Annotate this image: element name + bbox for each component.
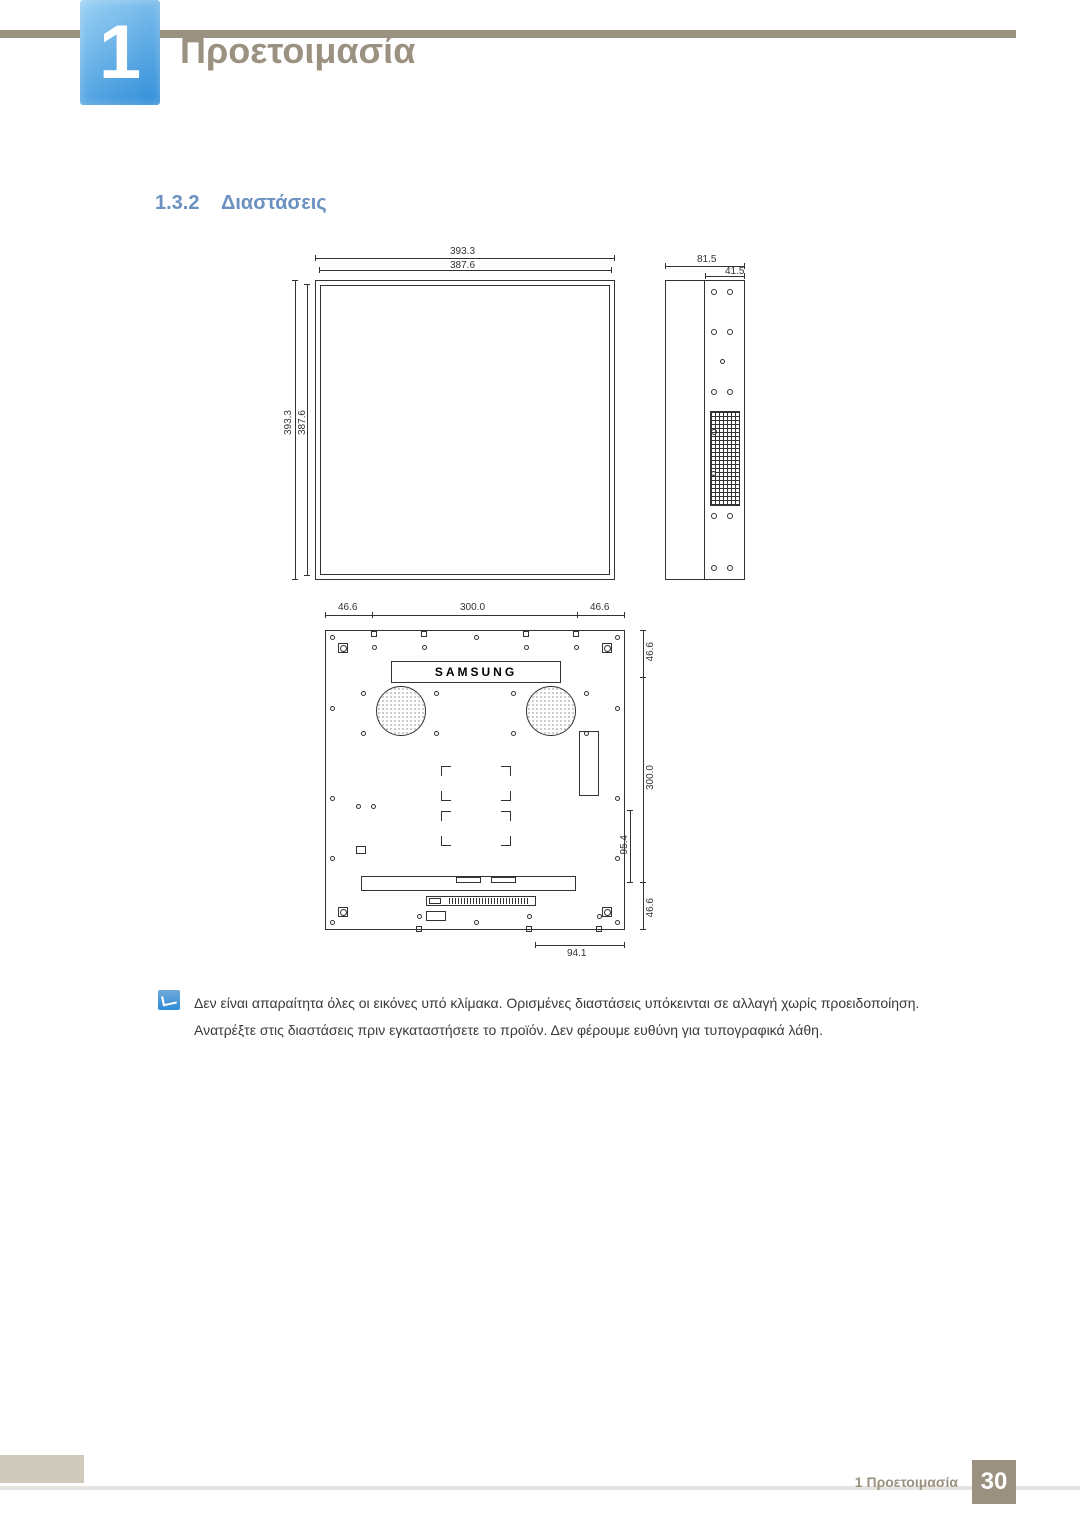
side-view-panel (665, 280, 745, 580)
dim-back-top-center: 300.0 (460, 602, 485, 613)
back-view-panel: SAMSUNG (325, 630, 625, 930)
dim-back-right-bottom: 46.6 (645, 898, 656, 917)
front-view-panel (315, 280, 615, 580)
page-number: 30 (981, 1468, 1008, 1496)
dim-back-top-right: 46.6 (590, 602, 609, 613)
section-number: 1.3.2 (155, 192, 199, 214)
dim-side-outer: 81.5 (697, 254, 716, 265)
dim-top-inner: 387.6 (450, 260, 475, 271)
brand-logo-text: SAMSUNG (435, 665, 517, 679)
footer-left-block (0, 1455, 84, 1483)
brand-plate: SAMSUNG (391, 661, 561, 683)
chapter-title: Προετοιμασία (180, 30, 415, 72)
dimensions-diagram: 393.3 387.6 393.3 387.6 81.5 41.5 (265, 250, 825, 970)
connector-row (426, 896, 536, 906)
footnote-text: Δεν είναι απαραίτητα όλες οι εικόνες υπό… (194, 990, 980, 1043)
chapter-badge: 1 (80, 0, 160, 105)
dim-top-outer: 393.3 (450, 246, 475, 257)
dim-back-top-left: 46.6 (338, 602, 357, 613)
dim-back-right-top: 46.6 (645, 642, 656, 661)
card-slot (579, 731, 599, 796)
chapter-number: 1 (99, 15, 141, 91)
section-title-text: Διαστάσεις (221, 192, 327, 214)
speaker-grille-right (526, 686, 576, 736)
dim-left-inner: 387.6 (297, 410, 308, 435)
footer-right: 1 Προετοιμασία 30 (855, 1460, 1016, 1504)
dim-side-inner: 41.5 (725, 266, 744, 277)
dim-back-right-center: 300.0 (645, 765, 656, 790)
footnote: Δεν είναι απαραίτητα όλες οι εικόνες υπό… (158, 990, 980, 1043)
note-icon (158, 990, 180, 1010)
dim-back-bottom-left: 94.1 (567, 948, 586, 959)
dim-left-outer: 393.3 (283, 410, 294, 435)
speaker-grille-left (376, 686, 426, 736)
page-number-badge: 30 (972, 1460, 1016, 1504)
footer-label: 1 Προετοιμασία (855, 1474, 958, 1490)
section-heading: 1.3.2 Διαστάσεις (155, 192, 327, 215)
